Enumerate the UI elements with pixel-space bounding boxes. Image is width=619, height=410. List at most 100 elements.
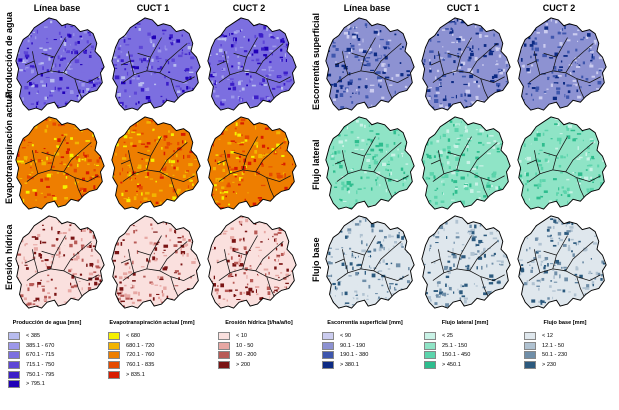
raster-cell xyxy=(390,300,393,304)
raster-cell xyxy=(379,304,381,307)
raster-cell xyxy=(527,110,529,112)
raster-cell xyxy=(120,181,123,184)
raster-cell xyxy=(289,248,292,252)
raster-cell xyxy=(101,134,105,137)
raster-cell xyxy=(390,15,392,16)
subbasin-line xyxy=(351,151,365,157)
raster-cell xyxy=(293,202,296,206)
raster-cell xyxy=(350,168,353,171)
raster-cell xyxy=(141,59,143,63)
raster-cell xyxy=(19,284,21,288)
raster-cell xyxy=(48,47,52,50)
raster-cell xyxy=(459,170,463,174)
raster-cell xyxy=(261,95,264,98)
raster-cell xyxy=(46,108,50,110)
raster-cell xyxy=(191,215,194,217)
raster-cell xyxy=(376,71,381,75)
raster-cell xyxy=(343,31,349,35)
raster-cell xyxy=(423,58,426,63)
raster-cell xyxy=(78,96,80,100)
raster-cell xyxy=(341,181,345,185)
raster-cell xyxy=(359,123,364,127)
raster-cell xyxy=(477,256,483,260)
raster-cell xyxy=(506,139,510,141)
legend-item: 50 - 200 xyxy=(214,350,304,360)
raster-cell xyxy=(92,251,96,254)
raster-cell xyxy=(246,291,251,296)
raster-cell xyxy=(332,17,334,21)
raster-cell xyxy=(255,246,260,249)
raster-cell xyxy=(568,291,571,293)
raster-cell xyxy=(566,178,570,181)
raster-cell xyxy=(230,236,235,240)
raster-cell xyxy=(134,123,137,127)
raster-cell xyxy=(79,226,84,229)
raster-cell xyxy=(325,98,328,102)
legend-item: 25.1 - 150 xyxy=(420,341,510,351)
raster-cell xyxy=(360,60,363,62)
raster-cell xyxy=(99,137,104,140)
raster-cell xyxy=(198,215,201,219)
raster-cell xyxy=(17,24,22,29)
raster-cell xyxy=(32,303,36,305)
raster-cell xyxy=(210,74,215,78)
raster-cell xyxy=(229,246,233,250)
raster-cell xyxy=(248,287,253,292)
raster-cell xyxy=(97,33,99,36)
raster-cell xyxy=(341,64,346,68)
raster-cell xyxy=(521,179,523,182)
raster-cell xyxy=(462,164,465,167)
raster-cell xyxy=(606,191,607,193)
raster-cell xyxy=(485,220,488,224)
raster-cell xyxy=(171,164,174,167)
raster-cell xyxy=(127,174,130,177)
raster-cell xyxy=(175,20,177,23)
raster-cell xyxy=(538,202,542,206)
raster-cell xyxy=(234,261,239,265)
raster-cell xyxy=(574,177,576,180)
raster-cell xyxy=(186,296,191,299)
raster-cell xyxy=(499,263,501,266)
raster-cell xyxy=(21,126,24,129)
raster-cell xyxy=(266,119,272,121)
raster-cell xyxy=(294,57,296,60)
raster-cell xyxy=(26,47,29,50)
raster-cell xyxy=(26,284,28,287)
raster-cell xyxy=(346,88,349,93)
raster-cell xyxy=(238,46,243,50)
raster-cell xyxy=(267,291,271,296)
raster-cell xyxy=(364,124,366,128)
raster-cell xyxy=(196,127,201,132)
raster-cell xyxy=(330,256,333,258)
raster-cell xyxy=(381,162,387,167)
raster-cell xyxy=(567,84,572,87)
raster-cell xyxy=(81,177,86,181)
raster-cell xyxy=(118,133,123,136)
raster-cell xyxy=(477,132,483,136)
raster-cell xyxy=(195,107,198,111)
raster-cell xyxy=(215,128,219,131)
raster-cell xyxy=(256,144,258,148)
raster-cell xyxy=(561,186,565,189)
raster-cell xyxy=(93,23,95,26)
raster-cell xyxy=(425,106,428,110)
raster-cell xyxy=(169,34,173,39)
raster-cell xyxy=(17,186,20,191)
raster-cell xyxy=(122,23,124,26)
raster-cell xyxy=(529,247,531,250)
raster-cell xyxy=(422,228,426,232)
raster-cell xyxy=(285,29,289,32)
raster-cell xyxy=(568,238,570,242)
raster-cell xyxy=(421,132,423,136)
raster-cell xyxy=(278,276,280,279)
raster-cell xyxy=(357,255,359,258)
raster-cell xyxy=(224,289,229,293)
raster-cell xyxy=(129,59,135,63)
raster-cell xyxy=(391,77,394,80)
raster-cell xyxy=(590,294,593,297)
raster-cell xyxy=(96,297,100,301)
raster-cell xyxy=(15,57,17,59)
raster-cell xyxy=(23,142,28,146)
raster-cell xyxy=(440,220,444,223)
raster-cell xyxy=(362,50,367,54)
